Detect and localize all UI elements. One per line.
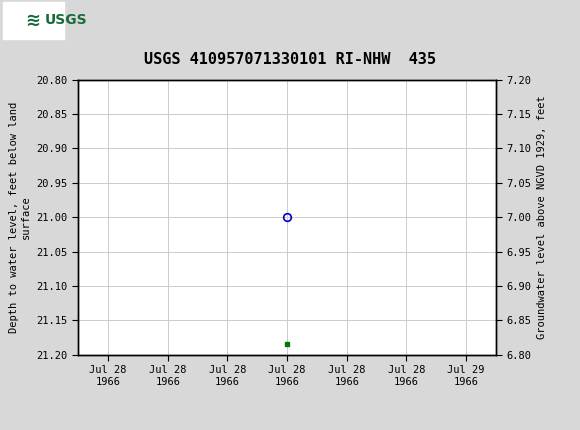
Y-axis label: Depth to water level, feet below land
surface: Depth to water level, feet below land su… [9,101,31,333]
Text: ≋: ≋ [26,12,41,29]
Text: USGS 410957071330101 RI-NHW  435: USGS 410957071330101 RI-NHW 435 [144,52,436,67]
FancyBboxPatch shape [3,2,64,39]
Y-axis label: Groundwater level above NGVD 1929, feet: Groundwater level above NGVD 1929, feet [537,95,547,339]
Text: USGS: USGS [45,13,88,28]
